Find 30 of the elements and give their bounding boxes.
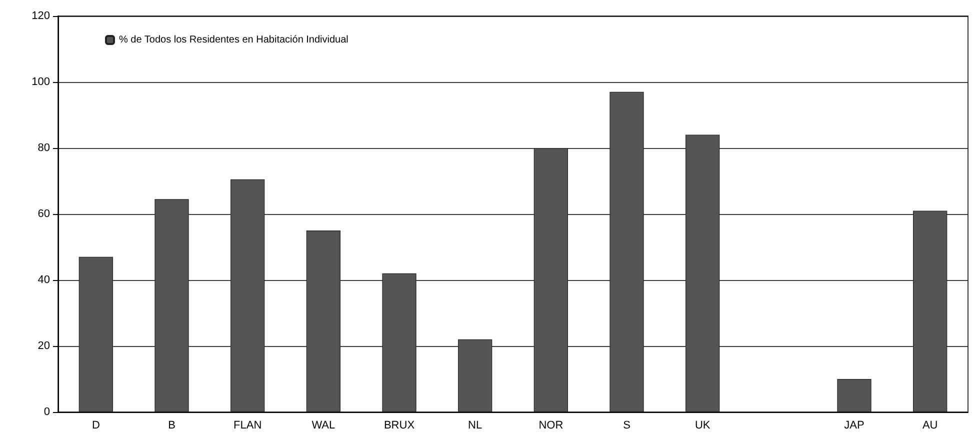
bar [837,379,872,412]
x-tick-label: FLAN [234,420,262,432]
bar [78,256,113,412]
bar [306,230,340,412]
x-tick-label: NOR [538,420,564,432]
bar [534,148,568,412]
y-tick-label: 80 [38,142,50,154]
y-tick-label: 40 [38,274,50,286]
bar [458,339,492,412]
x-tick-label: UK [694,420,711,432]
x-tick-label: S [623,420,630,432]
x-tick-label: NL [468,420,482,432]
bar [610,92,644,412]
bar [382,273,416,412]
x-tick-label: B [168,420,176,432]
x-tick-label: AU [922,420,938,432]
bar [154,199,189,412]
y-tick-label: 100 [32,76,50,88]
bar [230,179,265,412]
legend-label: % de Todos los Residentes en Habitación Individual [119,34,348,46]
x-tick-label: JAP [844,420,864,432]
bar [686,134,720,412]
y-tick-label: 60 [38,208,50,220]
y-tick-label: 20 [38,340,50,352]
x-tick-label: D [92,420,100,432]
y-tick-label: 120 [32,10,50,22]
x-tick-label: WAL [312,420,336,432]
x-tick-label: BRUX [384,420,416,432]
bar [913,210,948,412]
y-tick-label: 0 [44,406,50,418]
